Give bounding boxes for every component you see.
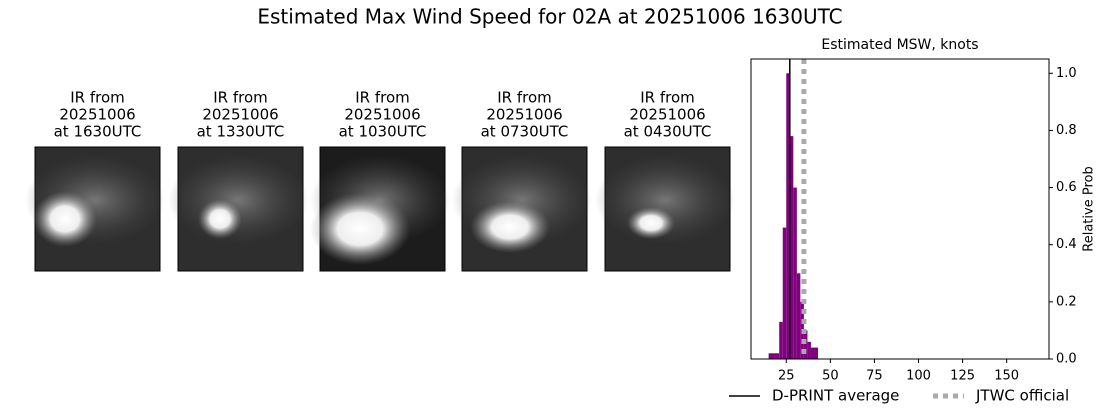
panel-title: IR from	[355, 89, 410, 107]
histogram-bar	[789, 136, 794, 359]
y-tick-label: 0.0	[1056, 352, 1077, 367]
plot-frame	[750, 58, 1050, 360]
panel-title: at 1030UTC	[339, 123, 427, 141]
panel-title: at 1630UTC	[54, 123, 142, 141]
x-tick-label: 100	[906, 369, 931, 384]
x-tick-label: 150	[994, 369, 1019, 384]
panel-title: 20251006	[202, 106, 278, 124]
ir-core	[33, 191, 97, 247]
ir-core	[627, 207, 675, 239]
main-title: Estimated Max Wind Speed for 02A at 2025…	[257, 5, 842, 29]
x-tick-label: 125	[950, 369, 975, 384]
legend-label: D-PRINT average	[772, 387, 899, 405]
histogram-bar	[810, 347, 819, 359]
ir-core	[198, 199, 242, 239]
panel-title: 20251006	[344, 106, 420, 124]
y-tick-label: 0.2	[1056, 294, 1077, 309]
y-axis-label: Relative Prob	[1082, 166, 1097, 251]
histogram-bar	[768, 353, 780, 359]
histogram-bar	[786, 73, 790, 360]
histogram-bar	[803, 330, 808, 359]
panel-title: IR from	[497, 89, 552, 107]
histogram-bar	[793, 187, 797, 359]
panel-title: IR from	[70, 89, 125, 107]
histogram-bar	[796, 273, 801, 359]
y-tick-label: 0.6	[1056, 180, 1077, 195]
panel-title: 20251006	[59, 106, 135, 124]
histogram-bar	[807, 341, 811, 359]
panel-title: at 0730UTC	[481, 123, 569, 141]
y-tick-label: 0.8	[1056, 123, 1077, 138]
x-tick-label: 75	[866, 369, 883, 384]
histogram-bar	[782, 227, 787, 359]
ir-core	[310, 193, 410, 265]
panel-title: 20251006	[486, 106, 562, 124]
histogram-bar	[779, 321, 783, 359]
y-tick-label: 1.0	[1056, 66, 1077, 81]
x-tick-label: 25	[778, 369, 795, 384]
ir-core	[470, 201, 550, 253]
ir-cloud	[168, 155, 308, 245]
y-tick-label: 0.4	[1056, 237, 1077, 252]
legend-label: JTWC official	[975, 387, 1069, 405]
panel-title: IR from	[213, 89, 268, 107]
panel-title: at 0430UTC	[624, 123, 712, 141]
panel-title: IR from	[640, 89, 695, 107]
x-tick-label: 50	[822, 369, 839, 384]
panel-title: at 1330UTC	[197, 123, 285, 141]
chart-title: Estimated MSW, knots	[821, 37, 978, 53]
panel-title: 20251006	[629, 106, 705, 124]
